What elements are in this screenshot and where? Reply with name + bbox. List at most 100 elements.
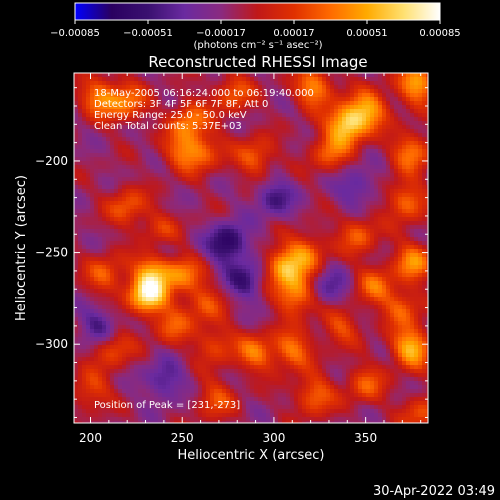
- heatmap-cell: [338, 129, 343, 134]
- heatmap-cell: [230, 137, 235, 142]
- heatmap-cell: [362, 149, 367, 154]
- heatmap-cell: [90, 209, 95, 214]
- heatmap-cell: [330, 193, 335, 198]
- heatmap-cell: [422, 161, 427, 166]
- heatmap-cell: [114, 241, 119, 246]
- heatmap-cell: [170, 277, 175, 282]
- heatmap-cell: [82, 117, 87, 122]
- heatmap-cell: [306, 101, 311, 106]
- heatmap-cell: [426, 265, 428, 270]
- heatmap-cell: [390, 173, 395, 178]
- heatmap-cell: [234, 225, 239, 230]
- heatmap-cell: [198, 141, 203, 146]
- heatmap-cell: [310, 277, 315, 282]
- heatmap-cell: [426, 213, 428, 218]
- heatmap-cell: [138, 281, 143, 286]
- heatmap-cell: [322, 257, 327, 262]
- heatmap-cell: [186, 257, 191, 262]
- heatmap-cell: [138, 237, 143, 242]
- heatmap-cell: [98, 273, 103, 278]
- heatmap-cell: [154, 173, 159, 178]
- heatmap-cell: [298, 97, 303, 102]
- heatmap-cell: [154, 249, 159, 254]
- heatmap-cell: [354, 261, 359, 266]
- heatmap-cell: [82, 185, 87, 190]
- heatmap-cell: [298, 149, 303, 154]
- heatmap-cell: [194, 141, 199, 146]
- heatmap-cell: [234, 197, 239, 202]
- heatmap-cell: [402, 273, 407, 278]
- heatmap-cell: [422, 97, 427, 102]
- heatmap-cell: [254, 233, 259, 238]
- heatmap-cell: [214, 273, 219, 278]
- heatmap-cell: [162, 161, 167, 166]
- heatmap-cell: [410, 245, 415, 250]
- heatmap-cell: [82, 213, 87, 218]
- heatmap-cell: [346, 93, 351, 98]
- heatmap-cell: [286, 77, 291, 82]
- heatmap-cell: [158, 233, 163, 238]
- heatmap-cell: [354, 77, 359, 82]
- heatmap-cell: [230, 73, 235, 78]
- heatmap-cell: [318, 85, 323, 90]
- heatmap-cell: [78, 85, 83, 90]
- heatmap-cell: [370, 125, 375, 130]
- heatmap-cell: [190, 285, 195, 290]
- heatmap-cell: [238, 217, 243, 222]
- heatmap-cell: [162, 253, 167, 258]
- heatmap-cell: [110, 237, 115, 242]
- heatmap-cell: [322, 233, 327, 238]
- heatmap-cell: [274, 257, 279, 262]
- heatmap-cell: [410, 161, 415, 166]
- heatmap-cell: [98, 133, 103, 138]
- heatmap-cell: [226, 113, 231, 118]
- heatmap-cell: [414, 121, 419, 126]
- heatmap-cell: [186, 145, 191, 150]
- heatmap-cell: [198, 129, 203, 134]
- heatmap-cell: [122, 93, 127, 98]
- heatmap-cell: [318, 245, 323, 250]
- heatmap-cell: [270, 149, 275, 154]
- heatmap-cell: [322, 229, 327, 234]
- heatmap-cell: [246, 121, 251, 126]
- heatmap-cell: [198, 265, 203, 270]
- heatmap-cell: [86, 233, 91, 238]
- heatmap-cell: [390, 165, 395, 170]
- heatmap-cell: [238, 173, 243, 178]
- heatmap-cell: [110, 153, 115, 158]
- heatmap-cell: [374, 93, 379, 98]
- heatmap-cell: [170, 193, 175, 198]
- heatmap-cell: [258, 205, 263, 210]
- heatmap-cell: [110, 253, 115, 258]
- heatmap-cell: [206, 241, 211, 246]
- heatmap-cell: [270, 89, 275, 94]
- heatmap-cell: [342, 273, 347, 278]
- heatmap-cell: [174, 257, 179, 262]
- heatmap-cell: [282, 101, 287, 106]
- heatmap-cell: [94, 101, 99, 106]
- heatmap-cell: [162, 193, 167, 198]
- heatmap-cell: [322, 181, 327, 186]
- heatmap-cell: [154, 185, 159, 190]
- heatmap-cell: [302, 225, 307, 230]
- heatmap-cell: [298, 221, 303, 226]
- heatmap-cell: [230, 285, 235, 290]
- heatmap-cell: [134, 125, 139, 130]
- heatmap-cell: [174, 105, 179, 110]
- heatmap-cell: [366, 149, 371, 154]
- heatmap-cell: [206, 93, 211, 98]
- heatmap-cell: [410, 121, 415, 126]
- heatmap-cell: [278, 121, 283, 126]
- heatmap-cell: [362, 237, 367, 242]
- heatmap-cell: [386, 97, 391, 102]
- heatmap-cell: [338, 133, 343, 138]
- heatmap-cell: [278, 189, 283, 194]
- heatmap-cell: [94, 133, 99, 138]
- heatmap-cell: [130, 125, 135, 130]
- heatmap-cell: [246, 205, 251, 210]
- heatmap-cell: [406, 245, 411, 250]
- heatmap-cell: [194, 273, 199, 278]
- heatmap-cell: [78, 157, 83, 162]
- heatmap-cell: [206, 141, 211, 146]
- heatmap-cell: [134, 237, 139, 242]
